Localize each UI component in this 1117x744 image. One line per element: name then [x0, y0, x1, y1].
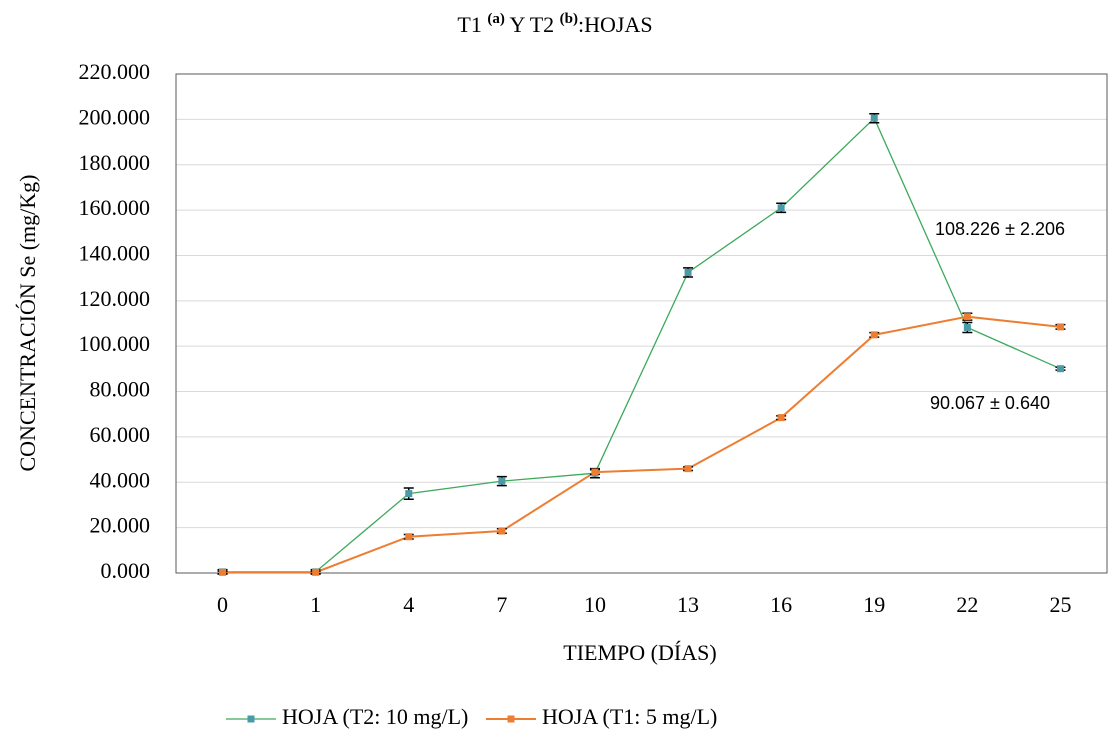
y-tick-label: 120.000	[79, 286, 151, 311]
marker	[684, 465, 692, 473]
marker	[870, 331, 878, 339]
marker	[219, 568, 227, 576]
annotation: 90.067 ± 0.640	[930, 393, 1050, 413]
marker	[684, 268, 692, 276]
y-tick-label: 60.000	[90, 422, 151, 447]
x-tick-label: 0	[217, 592, 228, 617]
y-tick-label: 80.000	[90, 377, 151, 402]
x-axis-title: TIEMPO (DÍAS)	[563, 640, 716, 665]
annotation: 108.226 ± 2.206	[935, 219, 1065, 239]
x-tick-label: 13	[677, 592, 699, 617]
marker	[963, 313, 971, 321]
x-tick-label: 10	[584, 592, 606, 617]
title-part: (b)	[560, 11, 578, 27]
y-tick-label: 160.000	[79, 195, 151, 220]
x-tick-label: 1	[310, 592, 321, 617]
legend-label: HOJA (T2: 10 mg/L)	[282, 704, 468, 729]
title-part: T1	[457, 12, 487, 37]
marker	[498, 527, 506, 535]
series-line	[222, 117, 1061, 573]
y-tick-label: 100.000	[79, 331, 151, 356]
title-part: Y T2	[505, 12, 560, 37]
x-tick-label: 16	[770, 592, 792, 617]
chart-title: T1 (a) Y T2 (b):HOJAS	[457, 11, 652, 37]
y-tick-label: 200.000	[79, 104, 151, 129]
marker	[777, 414, 785, 422]
marker	[312, 568, 320, 576]
marker	[405, 533, 413, 541]
marker	[1056, 323, 1064, 331]
y-tick-label: 220.000	[79, 59, 151, 84]
x-tick-label: 25	[1049, 592, 1071, 617]
series-line	[222, 315, 1061, 574]
marker	[870, 114, 878, 122]
plot-border	[175, 73, 1108, 574]
y-tick-label: 20.000	[90, 513, 151, 538]
x-tick-label: 19	[863, 592, 885, 617]
y-tick-label: 140.000	[79, 241, 151, 266]
y-tick-label: 180.000	[79, 150, 151, 175]
marker	[498, 477, 506, 485]
y-tick-label: 0.000	[101, 558, 151, 583]
legend-marker	[507, 715, 515, 723]
x-tick-label: 7	[496, 592, 507, 617]
legend-marker	[247, 715, 255, 723]
title-part: :HOJAS	[578, 12, 653, 37]
y-tick-label: 40.000	[90, 467, 151, 492]
marker	[591, 468, 599, 476]
marker	[777, 204, 785, 212]
y-axis-title: CONCENTRACIÓN Se (mg/Kg)	[15, 175, 40, 472]
x-tick-label: 22	[956, 592, 978, 617]
x-tick-label: 4	[403, 592, 414, 617]
marker	[1056, 365, 1064, 373]
title-part: (a)	[487, 11, 505, 27]
legend-label: HOJA (T1: 5 mg/L)	[542, 704, 717, 729]
marker	[963, 324, 971, 332]
marker	[405, 490, 413, 498]
